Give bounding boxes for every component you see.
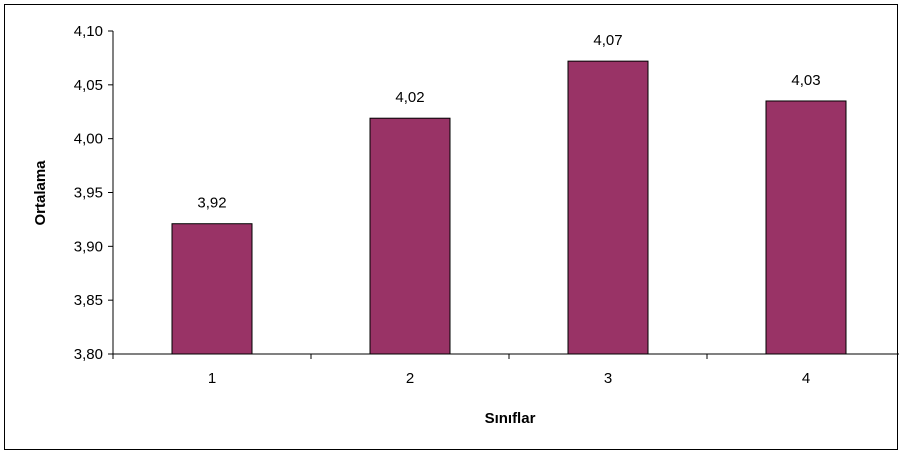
y-tick-label: 4,05 — [74, 77, 103, 94]
chart-frame: 3,80 3,85 3,90 3,95 4,00 4,05 4,10 1 2 3 4 3,92 4,… — [4, 4, 899, 450]
bar-value-label: 3,92 — [197, 195, 226, 212]
x-tick-label: 4 — [802, 370, 810, 387]
data-labels: 3,92 4,02 4,07 4,03 — [197, 32, 820, 212]
bar-value-label: 4,02 — [395, 89, 424, 106]
bar — [765, 100, 847, 355]
x-tick-label: 1 — [208, 370, 216, 387]
y-tick-label: 3,90 — [74, 238, 103, 255]
x-axis-ticks: 1 2 3 4 — [112, 354, 810, 387]
bar-value-label: 4,07 — [593, 32, 622, 49]
bar-series — [171, 60, 847, 355]
y-tick-label: 3,80 — [74, 346, 103, 363]
bar — [369, 117, 451, 355]
x-axis-title: Sınıflar — [485, 410, 536, 427]
x-tick-label: 2 — [406, 370, 414, 387]
y-axis-ticks: 3,80 3,85 3,90 3,95 4,00 4,05 4,10 — [74, 23, 113, 363]
y-axis-title: Ortalama — [32, 160, 49, 226]
y-tick-label: 4,00 — [74, 131, 103, 148]
bar — [567, 60, 649, 355]
bar — [171, 223, 253, 355]
y-tick-label: 3,85 — [74, 292, 103, 309]
x-tick-label: 3 — [604, 370, 612, 387]
y-tick-label: 4,10 — [74, 23, 103, 40]
y-tick-label: 3,95 — [74, 185, 103, 202]
bar-value-label: 4,03 — [791, 72, 820, 89]
bar-chart: 3,80 3,85 3,90 3,95 4,00 4,05 4,10 1 2 3 4 3,92 4,… — [32, 23, 899, 427]
